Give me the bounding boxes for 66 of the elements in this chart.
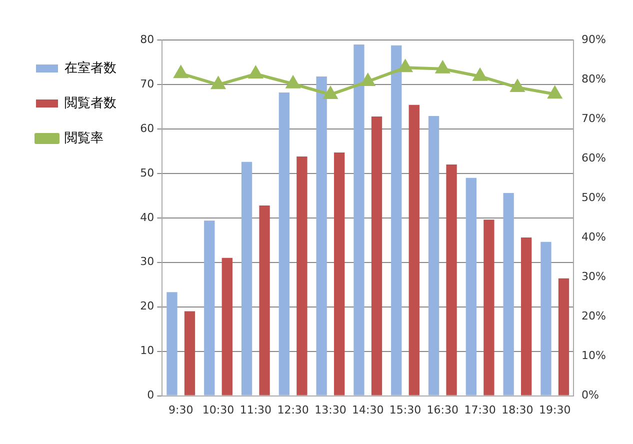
x-tick-label: 19:30 (539, 403, 571, 416)
x-tick-label: 16:30 (426, 403, 459, 416)
bar (259, 205, 270, 396)
y-tick-label: 20 (140, 300, 154, 313)
y2-tick-label: 0% (582, 388, 600, 402)
point (548, 86, 562, 99)
bar (184, 311, 196, 396)
y-tick-label: 50 (140, 166, 154, 180)
bar (540, 242, 552, 396)
bar (558, 278, 570, 396)
x-tick-label: 15:30 (389, 403, 422, 416)
bar (408, 104, 420, 396)
y-tick-label: 0 (147, 388, 154, 402)
point (286, 76, 300, 88)
x-tick-label: 14:30 (352, 403, 384, 416)
point (398, 60, 412, 72)
point (361, 74, 375, 86)
y-tick-label: 80 (140, 32, 154, 46)
bar (316, 76, 327, 396)
point (212, 77, 225, 90)
x-tick-label: 13:30 (314, 403, 346, 416)
point (473, 68, 487, 81)
y2-tick-label: 50% (582, 190, 606, 204)
bar (521, 237, 532, 396)
bar (503, 192, 514, 396)
bar (466, 178, 476, 396)
point (510, 80, 524, 92)
y-tick-label: 10 (140, 344, 154, 358)
x-tick-label: 18:30 (502, 403, 534, 416)
point (324, 87, 338, 100)
y2-tick-label: 90% (582, 32, 606, 46)
bar (166, 292, 178, 396)
bar (391, 45, 402, 396)
legend-label: 閲覧率 (64, 130, 104, 146)
bar (484, 220, 494, 396)
x-tick-label: 17:30 (464, 403, 496, 416)
y2-tick-label: 60% (582, 151, 606, 164)
legend-label: 在室者数 (64, 60, 116, 76)
x-tick-label: 9:30 (168, 403, 194, 416)
bar (204, 220, 215, 396)
y-tick-label: 60 (140, 122, 154, 135)
bar (296, 156, 308, 396)
y-tick-label: 30 (140, 255, 154, 268)
bar (241, 162, 252, 396)
y2-tick-label: 30% (582, 270, 606, 284)
point (248, 66, 262, 78)
bar (371, 116, 382, 396)
y2-tick-label: 20% (582, 310, 606, 323)
point (174, 66, 188, 78)
bar (278, 92, 290, 396)
y2-tick-label: 40% (582, 230, 606, 244)
bar (222, 258, 232, 396)
bar (334, 152, 345, 396)
y-tick-label: 40 (140, 210, 154, 224)
x-tick-label: 12:30 (277, 403, 309, 416)
point (436, 61, 450, 74)
y-tick-label: 70 (140, 77, 154, 90)
legend-label: 閲覧者数 (64, 96, 116, 111)
y2-tick-label: 10% (582, 349, 606, 362)
y2-tick-label: 70% (582, 112, 606, 125)
x-tick-label: 10:30 (202, 403, 234, 416)
bar (446, 164, 457, 396)
y2-tick-label: 80% (582, 72, 606, 86)
bar (428, 116, 440, 396)
bar (354, 44, 364, 396)
x-tick-label: 11:30 (240, 403, 272, 416)
